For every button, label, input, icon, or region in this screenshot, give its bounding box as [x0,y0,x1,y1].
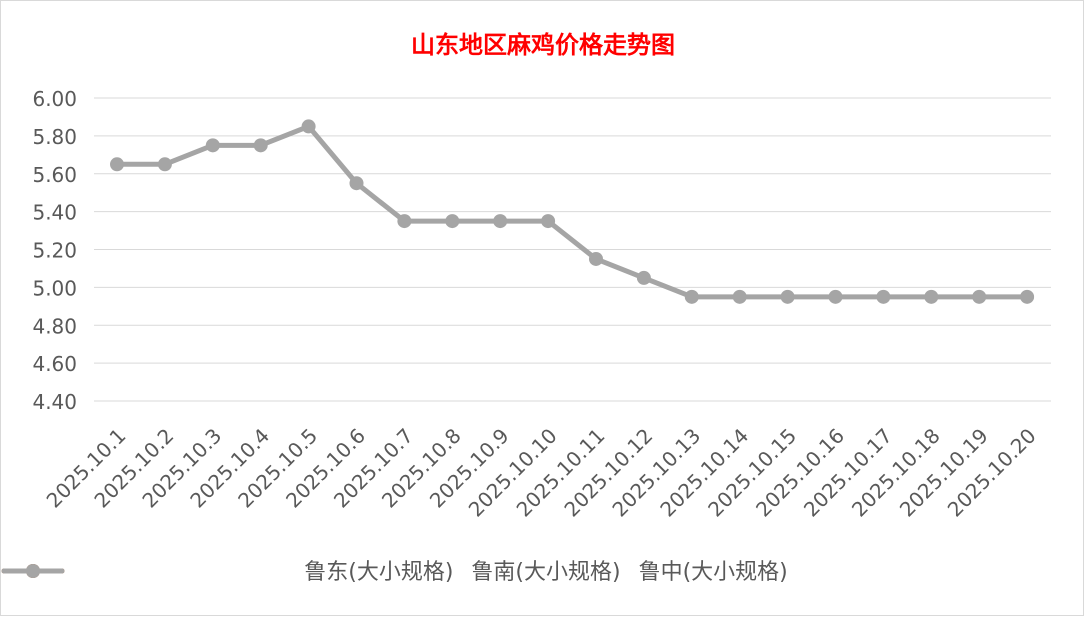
legend-item: 鲁东(大小规格) [1,554,454,586]
data-point [1020,289,1035,304]
y-tick-label: 4.40 [32,390,77,414]
data-point [157,157,172,172]
data-point [253,138,268,153]
legend-swatch [1,564,65,578]
y-tick-label: 6.00 [32,87,77,111]
data-point [636,270,651,285]
y-tick-label: 5.60 [32,163,77,187]
chart-title: 山东地区麻鸡价格走势图 [411,30,675,59]
data-point [110,157,124,172]
data-point [541,214,556,229]
data-point [972,289,987,304]
legend-label: 鲁东(大小规格) [304,560,454,585]
legend-label: 鲁南(大小规格) [471,560,621,585]
y-tick-label: 5.80 [32,125,77,149]
legend-label: 鲁中(大小规格) [638,560,788,585]
legend-item: 鲁中(大小规格) [1,554,788,586]
series-line [114,123,1030,300]
data-point [493,214,508,229]
y-tick-label: 5.00 [32,276,77,300]
data-point [780,289,795,304]
legend: 鲁东(大小规格) 鲁南(大小规格) 鲁中(大小规格) [1,554,1084,586]
data-point [205,138,220,153]
data-point [397,214,412,229]
data-point [301,119,316,134]
data-point [445,214,460,229]
y-tick-label: 4.80 [32,314,77,338]
data-point [684,289,699,304]
y-axis-ticks: 6.00 5.80 5.60 5.40 5.20 5.00 4.80 4.60 4.40 [32,87,77,414]
data-point [732,289,747,304]
x-axis-ticks: 2025.10.12025.10.22025.10.32025.10.42025… [42,424,1041,522]
data-point [828,289,843,304]
series-lines [114,123,1030,300]
series-points [110,119,1035,304]
data-point [876,289,891,304]
y-tick-label: 4.60 [32,352,77,376]
y-tick-label: 5.40 [32,201,77,225]
y-tick-label: 5.20 [32,239,77,263]
data-point [349,176,364,191]
gridlines [94,97,1051,402]
legend-item: 鲁南(大小规格) [1,554,621,586]
data-point [589,251,603,266]
data-point [924,289,939,304]
